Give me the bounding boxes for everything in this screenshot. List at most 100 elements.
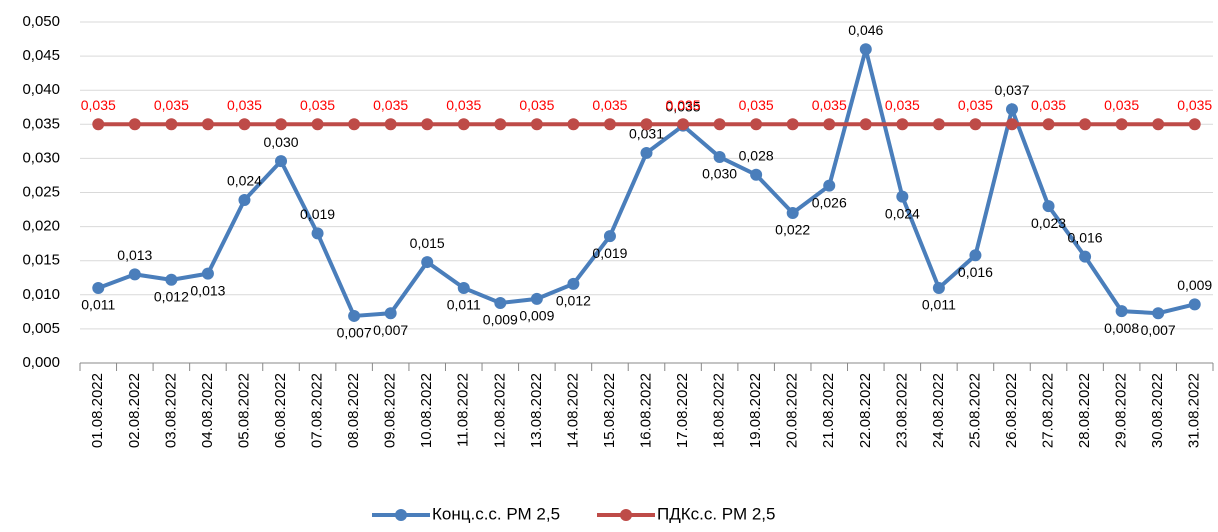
data-label: 0,035: [81, 97, 116, 113]
point: [311, 118, 324, 131]
data-label: 0,035: [812, 97, 847, 113]
x-tick-label: 07.08.2022: [309, 373, 326, 448]
point: [1005, 103, 1018, 116]
y-tick-label: 0,030: [22, 149, 60, 166]
point: [384, 307, 397, 320]
point: [530, 118, 543, 131]
data-label: 0,009: [519, 308, 554, 324]
x-tick-label: 21.08.2022: [820, 373, 837, 448]
point: [348, 118, 361, 131]
data-label: 0,016: [1068, 229, 1103, 245]
legend-label: ПДКс.с. РМ 2,5: [657, 504, 775, 523]
point: [713, 151, 726, 164]
data-label: 0,035: [1031, 97, 1066, 113]
data-label: 0,028: [739, 147, 774, 163]
data-label: 0,035: [885, 97, 920, 113]
data-label: 0,035: [373, 97, 408, 113]
x-tick-label: 30.08.2022: [1149, 373, 1166, 448]
data-label: 0,035: [1104, 97, 1139, 113]
x-tick-label: 23.08.2022: [893, 373, 910, 448]
data-label: 0,008: [1104, 320, 1139, 336]
point: [1042, 118, 1055, 131]
y-tick-label: 0,015: [22, 252, 60, 269]
y-tick-label: 0,045: [22, 47, 60, 64]
point: [1079, 118, 1092, 131]
data-label: 0,013: [190, 282, 225, 298]
point: [786, 206, 799, 219]
data-label: 0,035: [592, 97, 627, 113]
point: [128, 118, 141, 131]
point: [567, 277, 580, 290]
x-tick-label: 08.08.2022: [345, 373, 362, 448]
y-tick-label: 0,025: [22, 183, 60, 200]
point: [1188, 118, 1201, 131]
point: [603, 118, 616, 131]
point: [750, 118, 763, 131]
point: [932, 281, 945, 294]
x-tick-label: 27.08.2022: [1040, 373, 1057, 448]
data-label: 0,046: [848, 22, 883, 38]
point: [421, 118, 434, 131]
data-label: 0,013: [117, 247, 152, 263]
x-tick-label: 28.08.2022: [1076, 373, 1093, 448]
point: [823, 179, 836, 192]
point: [275, 155, 288, 168]
point: [1005, 118, 1018, 131]
data-label: 0,019: [300, 206, 335, 222]
y-tick-label: 0,020: [22, 218, 60, 235]
point: [165, 273, 178, 286]
point: [823, 118, 836, 131]
data-label: 0,035: [666, 98, 701, 114]
point: [859, 118, 872, 131]
point: [896, 190, 909, 203]
y-tick-label: 0,035: [22, 115, 60, 132]
point: [238, 194, 251, 207]
x-tick-label: 05.08.2022: [235, 373, 252, 448]
x-tick-label: 29.08.2022: [1113, 373, 1130, 448]
data-label: 0,030: [702, 166, 737, 182]
y-tick-label: 0,010: [22, 286, 60, 303]
data-label: 0,035: [154, 97, 189, 113]
point: [896, 118, 909, 131]
point: [859, 43, 872, 56]
x-tick-label: 24.08.2022: [930, 373, 947, 448]
point: [1079, 250, 1092, 263]
y-tick-label: 0,040: [22, 81, 60, 98]
data-label: 0,009: [1177, 277, 1212, 293]
point: [494, 118, 507, 131]
x-tick-label: 16.08.2022: [637, 373, 654, 448]
y-tick-label: 0,000: [22, 354, 60, 371]
data-label: 0,023: [1031, 215, 1066, 231]
x-tick-label: 25.08.2022: [966, 373, 983, 448]
data-label: 0,012: [556, 293, 591, 309]
data-label: 0,024: [885, 205, 920, 221]
x-tick-label: 15.08.2022: [601, 373, 618, 448]
data-label: 0,035: [739, 97, 774, 113]
data-label: 0,015: [410, 235, 445, 251]
data-label: 0,009: [483, 312, 518, 328]
data-label: 0,011: [922, 297, 956, 313]
data-label: 0,011: [447, 297, 481, 313]
x-tick-label: 13.08.2022: [528, 373, 545, 448]
legend-label: Конц.с.с. РМ 2,5: [432, 504, 560, 523]
data-label: 0,035: [1177, 97, 1212, 113]
point: [421, 256, 434, 269]
data-label: 0,030: [263, 134, 298, 150]
data-label: 0,012: [154, 288, 189, 304]
point: [201, 118, 214, 131]
legend-marker: [395, 509, 407, 521]
data-label: 0,035: [300, 97, 335, 113]
x-tick-label: 01.08.2022: [89, 373, 106, 448]
point: [201, 267, 214, 280]
y-tick-label: 0,005: [22, 320, 60, 337]
point: [1115, 118, 1128, 131]
data-label: 0,031: [629, 126, 664, 142]
data-label: 0,035: [519, 97, 554, 113]
series-line: [97, 48, 1196, 319]
data-label: 0,035: [227, 97, 262, 113]
data-label: 0,019: [592, 245, 627, 261]
x-tick-label: 31.08.2022: [1186, 373, 1203, 448]
point: [969, 249, 982, 262]
x-tick-label: 17.08.2022: [674, 373, 691, 448]
